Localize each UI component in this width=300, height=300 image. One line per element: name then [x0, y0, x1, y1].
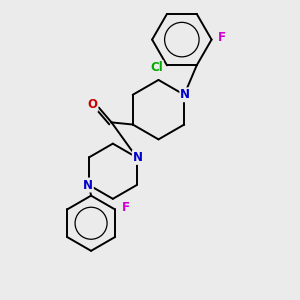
Text: O: O: [87, 98, 98, 111]
Text: N: N: [180, 88, 190, 101]
Text: Cl: Cl: [150, 61, 163, 74]
Text: N: N: [133, 151, 143, 164]
Text: N: N: [83, 178, 93, 191]
Text: F: F: [122, 201, 130, 214]
Text: F: F: [218, 31, 226, 44]
